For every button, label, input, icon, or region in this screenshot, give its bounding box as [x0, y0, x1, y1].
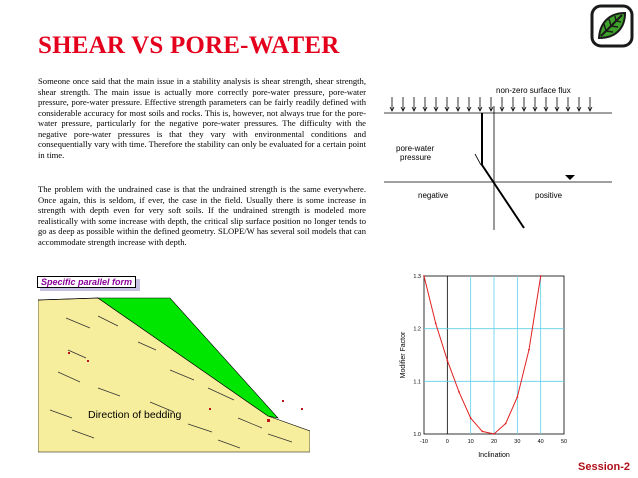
- flux-arrow-head: [565, 106, 571, 112]
- x-tick-label: 10: [468, 439, 474, 445]
- chart-grid: [424, 276, 564, 434]
- y-tick-label: 1.1: [413, 379, 421, 385]
- series-point: [469, 417, 472, 420]
- soil-markers: [68, 352, 303, 422]
- intro-paragraph: Someone once said that the main issue in…: [38, 76, 366, 160]
- flux-arrow-head: [554, 106, 560, 112]
- flux-arrow-head: [477, 106, 483, 112]
- flux-arrow-head: [488, 106, 494, 112]
- series-point: [539, 275, 542, 277]
- flux-arrow-head: [422, 106, 428, 112]
- flux-label: non-zero surface flux: [496, 86, 571, 95]
- y-tick-label: 1.3: [413, 274, 421, 280]
- slope-figure: Direction of bedding: [38, 297, 310, 453]
- flux-arrow-head: [389, 106, 395, 112]
- flux-arrow-head: [466, 106, 472, 112]
- y-axis-label: Modifier Factor: [400, 331, 407, 378]
- bedding-lines: [49, 315, 293, 449]
- positive-label: positive: [535, 191, 563, 200]
- series-point: [528, 348, 530, 351]
- page-title: SHEAR VS PORE-WATER: [38, 32, 340, 59]
- x-axis-label: Inclination: [478, 452, 510, 459]
- negative-label: negative: [418, 191, 449, 200]
- series-point: [458, 390, 460, 393]
- y-tick-label: 1.2: [413, 327, 421, 333]
- flux-arrow-head: [499, 106, 505, 112]
- water-table-marker: [565, 175, 575, 180]
- undrained-paragraph: The problem with the undrained case is t…: [38, 184, 366, 247]
- flux-arrow-head: [433, 106, 439, 112]
- flux-arrow-head: [455, 106, 461, 112]
- y-tick-label: 1.0: [413, 432, 421, 438]
- pressure-leader-line: [474, 153, 482, 166]
- crest-line: [38, 297, 99, 301]
- series-point: [504, 422, 507, 425]
- flux-arrow-head: [543, 106, 549, 112]
- flux-arrow-head: [444, 106, 450, 112]
- bedding-label: Direction of bedding: [88, 409, 182, 421]
- x-tick-label: -10: [420, 439, 428, 445]
- series-point: [493, 433, 495, 435]
- flux-arrow-head: [510, 106, 516, 112]
- session-label: Session-2: [578, 461, 630, 473]
- flux-arrow-head: [532, 106, 538, 112]
- leaf-icon: [590, 4, 634, 48]
- x-tick-label: 50: [561, 439, 567, 445]
- flux-arrow-head: [411, 106, 417, 112]
- figure-caption: Specific parallel form: [37, 276, 137, 288]
- flux-arrow-head: [400, 106, 406, 112]
- flux-arrow-head: [521, 106, 527, 112]
- pressure-profile-line: [481, 113, 525, 229]
- x-tick-label: 30: [514, 439, 520, 445]
- pwp-label-line2: pressure: [400, 153, 432, 162]
- flux-arrows: [389, 97, 593, 112]
- x-tick-label: 20: [491, 439, 497, 445]
- series-point: [446, 359, 449, 362]
- pwp-label-line1: pore-water: [396, 144, 435, 153]
- sliding-slope-zone: [97, 297, 279, 419]
- chart-tick-labels: -10 0 10 20 30 40 50 1.0 1.1 1.2 1.3: [413, 274, 567, 445]
- series-point: [481, 430, 484, 433]
- pore-water-pressure-diagram: non-zero surface flux pore-water pressur…: [384, 86, 612, 230]
- series-point: [434, 322, 437, 325]
- flux-arrow-head: [576, 106, 582, 112]
- x-tick-label: 0: [446, 439, 449, 445]
- x-tick-label: 40: [538, 439, 544, 445]
- chart-points: [423, 275, 542, 435]
- series-point: [423, 275, 425, 277]
- series-point: [516, 396, 519, 399]
- modifier-factor-chart: -10 0 10 20 30 40 50 1.0 1.1 1.2 1.3 Inclination M…: [400, 274, 567, 459]
- flux-arrow-head: [587, 106, 593, 112]
